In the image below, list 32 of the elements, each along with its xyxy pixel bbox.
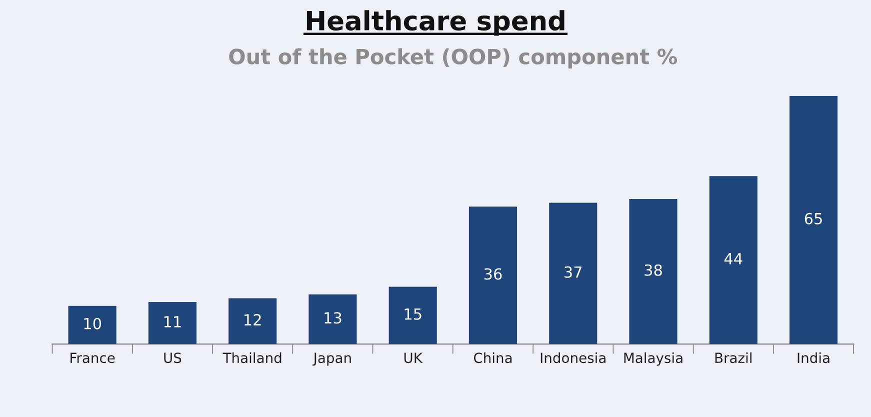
bar (709, 176, 758, 344)
data-label: 38 (644, 264, 662, 276)
x-tick-label: Brazil (715, 352, 752, 364)
x-tick-label: Indonesia (540, 352, 606, 364)
bar (388, 286, 437, 344)
data-label: 11 (164, 316, 181, 328)
data-label: 13 (324, 312, 342, 324)
data-label: 37 (564, 266, 582, 278)
bar (148, 302, 196, 344)
x-tick-label: Thailand (222, 352, 282, 364)
data-label: 65 (804, 212, 822, 224)
data-label: 10 (84, 318, 102, 330)
chart-subtitle: Out of the Pocket (OOP) component % (229, 48, 678, 68)
data-label: 12 (244, 314, 261, 326)
x-tick-label: China (474, 352, 512, 364)
x-tick-label: US (164, 352, 182, 364)
bar (549, 202, 598, 344)
bar (789, 96, 838, 344)
bar (308, 294, 357, 344)
bar (228, 298, 277, 344)
data-label: 36 (484, 268, 502, 280)
chart-title: Healthcare spend (306, 10, 564, 36)
x-tick-label: Malaysia (624, 352, 682, 366)
x-tick-label: UK (404, 352, 423, 364)
x-tick-label: France (70, 352, 115, 364)
bar (629, 198, 678, 344)
data-label: 15 (404, 308, 422, 320)
bar (68, 306, 116, 344)
bar (468, 206, 518, 344)
x-tick-label: India (798, 352, 830, 364)
data-label: 44 (724, 253, 742, 264)
x-tick-label: Japan (312, 352, 351, 366)
